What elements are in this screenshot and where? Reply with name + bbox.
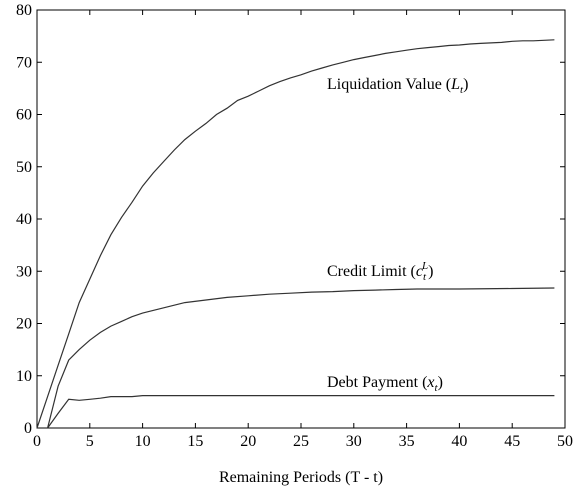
x-tick-label: 45 [504,433,520,450]
annotation-part: Debt Payment ( [327,374,427,391]
y-tick-label: 50 [16,159,32,176]
annotation: Credit Limit (ctL) [327,260,434,283]
y-tick-label: 40 [16,211,32,228]
series-line [36,39,555,429]
y-tick-label: 60 [16,107,32,124]
x-tick-label: 15 [187,433,203,450]
x-axis-label: Remaining Periods (T - t) [219,469,383,486]
annotation-part: Credit Limit ( [327,263,416,280]
annotation-part: c [416,263,423,280]
y-tick-label: 20 [16,316,32,333]
x-tick-label: 5 [86,433,94,450]
x-tick-label: 25 [293,433,309,450]
x-tick-label: 35 [399,433,415,450]
series-line [47,287,555,429]
annotation-part: L [421,260,428,272]
annotation-part: x [426,374,434,391]
x-tick-label: 40 [451,433,467,450]
plot-frame [36,9,566,429]
annotation-part: t [460,84,464,96]
y-tick-label: 80 [16,2,32,19]
y-tick-label: 70 [16,54,32,71]
x-tick-label: 20 [240,433,256,450]
annotation-part: ) [428,263,433,280]
y-tick-label: 0 [24,420,32,437]
annotation-part: ) [463,76,468,93]
series-line [47,395,555,429]
x-tick-label: 50 [557,433,573,450]
y-tick-label: 30 [16,263,32,280]
x-tick-label: 0 [33,433,41,450]
x-tick-label: 30 [346,433,362,450]
y-tick-label: 10 [16,368,32,385]
annotation-part: ) [438,374,443,391]
annotation-part: L [450,76,460,93]
annotation-part: t [435,382,439,394]
x-tick-label: 10 [135,433,151,450]
annotation-part: t [423,271,427,283]
annotation-part: Liquidation Value ( [327,76,451,93]
annotation: Liquidation Value (Lt) [327,76,468,96]
annotation: Debt Payment (xt) [327,374,443,394]
